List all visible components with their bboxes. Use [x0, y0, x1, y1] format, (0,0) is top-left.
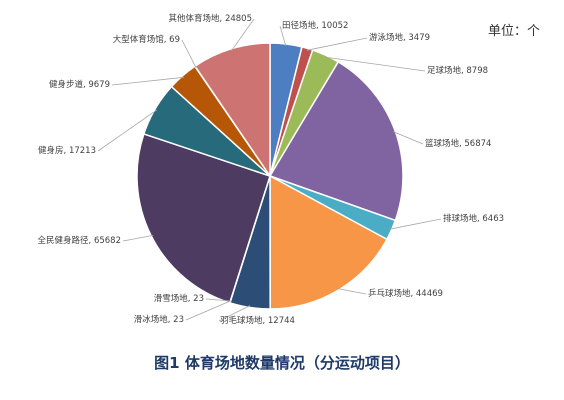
slice-label: 乒乓球场地, 44469 [368, 288, 443, 299]
slice-labels: 田径场地, 10052 游泳场地, 3479 足球场地, 8798 篮球场地, 568… [38, 13, 505, 326]
leader-line [205, 298, 231, 302]
leader-line [389, 218, 442, 230]
slice-label: 排球场地, 6463 [443, 213, 504, 224]
pie-slices [136, 42, 404, 310]
leader-line [393, 131, 424, 145]
leader-line [324, 56, 426, 72]
pie-slice [136, 133, 271, 304]
slice-label: 游泳场地, 3479 [369, 32, 430, 43]
slice-label: 健身房, 17213 [38, 145, 96, 156]
leader-line [279, 25, 287, 47]
pie-slice [194, 42, 271, 179]
figure-caption: 图1 体育场地数量情况（分运动项目） [154, 354, 410, 372]
leader-line [231, 18, 255, 52]
pie-slice [268, 60, 404, 222]
slice-label: 滑冰场地, 23 [134, 314, 184, 325]
pie-slice [269, 174, 388, 310]
slice-label: 滑雪场地, 23 [154, 293, 204, 304]
leader-line [218, 305, 251, 322]
leader-lines [97, 18, 442, 322]
unit-label: 单位：个 [488, 24, 540, 39]
leader-line [181, 39, 197, 68]
leader-line [306, 37, 368, 51]
leader-line [337, 288, 367, 295]
slice-label: 全民健身路径, 65682 [38, 235, 121, 246]
slice-label: 篮球场地, 56874 [425, 138, 491, 149]
leader-line [111, 76, 184, 86]
leader-line [185, 300, 231, 321]
slice-label: 大型体育场馆, 69 [113, 34, 180, 45]
slice-label: 其他体育场地, 24805 [169, 13, 252, 24]
slice-label: 羽毛球场地, 12744 [220, 315, 295, 326]
slice-label: 足球场地, 8798 [427, 65, 488, 76]
leader-line [97, 109, 158, 152]
slice-label: 田径场地, 10052 [282, 20, 348, 31]
leader-line [122, 235, 154, 242]
slice-label: 健身步道, 9679 [49, 79, 110, 90]
